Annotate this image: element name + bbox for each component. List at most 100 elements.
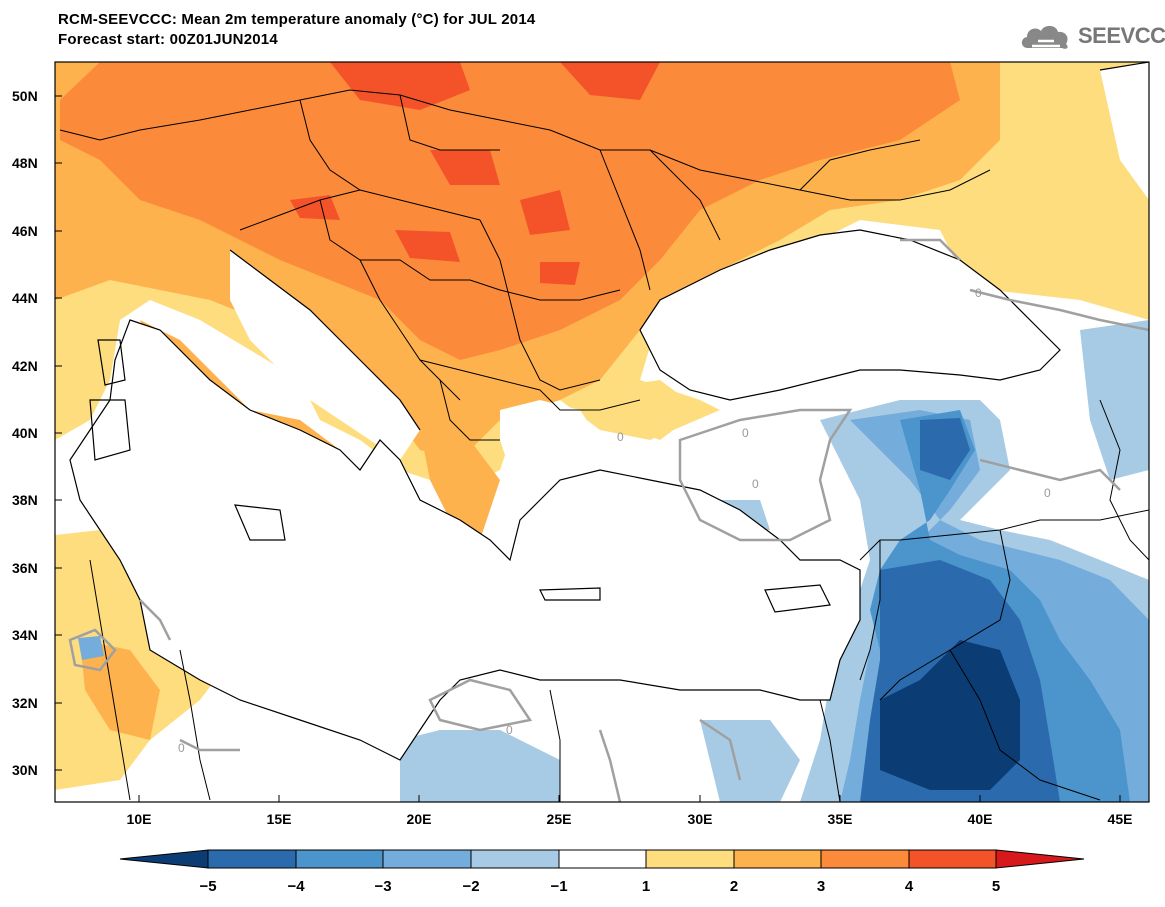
mediterranean-sea (70, 320, 860, 760)
anomaly-field-minus4 (920, 418, 970, 480)
aegean-sea (500, 400, 610, 520)
lon-label: 40E (968, 811, 993, 827)
lat-label: 34N (12, 627, 38, 643)
lat-tick: 46N (12, 223, 62, 239)
lat-label: 48N (12, 155, 38, 171)
colorbar-label: 4 (905, 878, 914, 895)
map-canvas: 0 0 0 0 0 0 0 (55, 62, 1149, 802)
lon-tick: 10E (127, 795, 152, 827)
colorbar-bin (382, 849, 472, 869)
anomaly-field-minus5 (880, 640, 1020, 790)
anomaly-field-plus1-bulgaria (590, 380, 700, 440)
colorbar-bin (295, 849, 384, 869)
colorbar-label: 2 (730, 878, 738, 895)
contour-label: 0 (752, 477, 759, 491)
lat-tick: 38N (12, 492, 62, 508)
lat-tick: 44N (12, 290, 62, 306)
lat-tick: 32N (12, 695, 62, 711)
anomaly-field-minus1-south (400, 730, 560, 802)
lon-label: 45E (1108, 811, 1133, 827)
colorbar-label: −1 (550, 878, 567, 895)
contour-label: 0 (506, 723, 513, 737)
lat-tick: 36N (12, 560, 62, 576)
country-borders (59, 89, 1149, 802)
anomaly-field-plus2-greece (420, 430, 500, 540)
zero-contours (68, 238, 1149, 802)
colorbar-bin (820, 849, 910, 869)
anomaly-field-plus4-d (430, 150, 500, 185)
colorbar-label: 1 (642, 878, 650, 895)
colorbar-label: 3 (817, 878, 825, 895)
contour-label: 0 (178, 741, 185, 755)
lat-label: 44N (12, 290, 38, 306)
contour-label: 0 (742, 426, 749, 440)
colorbar-label: −3 (374, 878, 391, 895)
colorbar-bin (558, 849, 647, 869)
anomaly-field-plus1-east (960, 180, 1149, 300)
colorbar-bin (207, 849, 297, 869)
contour-labels: 0 0 0 0 0 0 0 (178, 286, 1051, 755)
title-block: RCM-SEEVCCC: Mean 2m temperature anomaly… (58, 10, 535, 50)
lon-label: 15E (267, 811, 292, 827)
lon-tick: 15E (267, 795, 292, 827)
colorbar: −5 −4 −3 −2 −1 1 2 3 4 5 (119, 849, 1085, 895)
longitude-axis: 10E 15E 20E 25E 30E 35E 40E 45E (127, 795, 1133, 827)
lon-tick: 25E (547, 795, 572, 827)
anomaly-field-plus4-a (330, 62, 470, 110)
lon-tick: 20E (407, 795, 432, 827)
contour-label: 0 (617, 430, 624, 444)
lat-tick: 34N (12, 627, 62, 643)
colorbar-arrow-high (995, 849, 1085, 869)
anomaly-field-plus4-c (520, 190, 570, 235)
lat-label: 50N (12, 88, 38, 104)
colorbar-label: −5 (199, 878, 216, 895)
lon-tick: 30E (688, 795, 713, 827)
coastlines (69, 62, 1149, 761)
anomaly-field-minus1-tunisia (78, 636, 104, 660)
map-title: RCM-SEEVCCC: Mean 2m temperature anomaly… (58, 11, 536, 28)
anomaly-field-minus1-south2 (700, 720, 800, 802)
colorbar-label: −2 (462, 878, 479, 895)
map-subtitle: Forecast start: 00Z01JUN2014 (58, 31, 278, 48)
colorbar-label: 5 (992, 878, 1000, 895)
colorbar-bin (470, 849, 560, 869)
lat-label: 40N (12, 425, 38, 441)
map-border (54, 61, 1150, 803)
black-sea (640, 230, 1060, 400)
lat-label: 36N (12, 560, 38, 576)
colorbar-bin (908, 849, 997, 869)
lon-label: 25E (547, 811, 572, 827)
lon-tick: 45E (1108, 795, 1133, 827)
colorbar-arrow-low (119, 849, 209, 869)
lat-tick: 42N (12, 358, 62, 374)
lat-tick: 30N (12, 762, 62, 778)
lat-tick: 50N (12, 88, 62, 104)
logo-text: SEEVCCC (1078, 23, 1165, 48)
lon-tick: 40E (968, 795, 993, 827)
adriatic-sea (230, 250, 420, 460)
anomaly-field-plus2-tunisia (80, 640, 160, 740)
caspian-corner (1100, 62, 1149, 200)
colorbar-bin (733, 849, 822, 869)
lat-tick: 40N (12, 425, 62, 441)
anomaly-field-plus4-e (290, 195, 340, 220)
lat-label: 38N (12, 492, 38, 508)
anomaly-field-minus1-east (1080, 320, 1149, 480)
lon-label: 20E (407, 811, 432, 827)
lat-label: 30N (12, 762, 38, 778)
lat-label: 42N (12, 358, 38, 374)
anomaly-field-plus4-f (395, 230, 460, 262)
anomaly-field-plus4-g (540, 262, 580, 285)
anomaly-field-plus4-b (560, 62, 660, 100)
lat-label: 46N (12, 223, 38, 239)
cloud-icon (1021, 25, 1068, 49)
contour-label: 0 (975, 286, 982, 300)
lon-label: 10E (127, 811, 152, 827)
seevccc-logo: SEEVCCC (1018, 20, 1165, 52)
lat-tick: 48N (12, 155, 62, 171)
lon-tick: 35E (828, 795, 852, 827)
lon-label: 30E (688, 811, 713, 827)
colorbar-bin (645, 849, 735, 869)
anomaly-field-plus3 (60, 62, 960, 360)
